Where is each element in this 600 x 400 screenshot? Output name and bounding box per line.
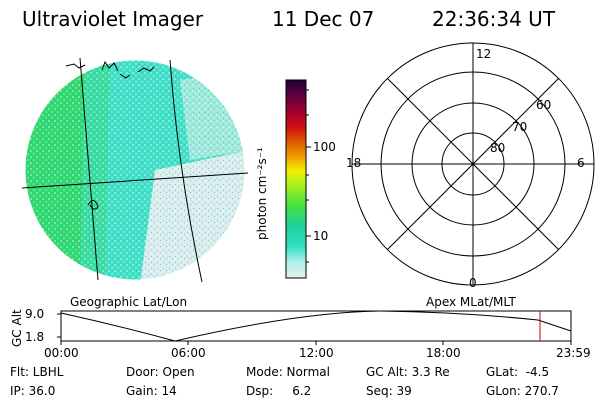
filter-info: Flt: LBHL (10, 365, 64, 379)
glon-info: GLon: 270.7 (486, 384, 559, 398)
mlt-12-label: 12 (476, 47, 492, 61)
date-label: 11 Dec 07 (272, 7, 375, 31)
colorbar-label: photon cm⁻²s⁻¹ (255, 147, 269, 240)
colorbar-tick-10-label: 10 (313, 229, 329, 243)
ip-info: IP: 36.0 (10, 384, 56, 398)
mlat-70-label: 70 (512, 120, 528, 134)
alt-x-tick-3: 18:00 (426, 346, 461, 360)
gc-alt-info: GC Alt: 3.3 Re (366, 365, 450, 379)
geo-grid (21, 57, 249, 283)
geographic-label: Geographic Lat/Lon (70, 295, 188, 309)
colorbar (285, 79, 311, 279)
alt-ylabel: GC Alt (10, 309, 24, 347)
alt-x-tick-4: 23:59 (556, 346, 591, 360)
time-label: 22:36:34 UT (432, 7, 556, 31)
mlt-0-label: 0 (469, 276, 477, 290)
app-title: Ultraviolet Imager (22, 7, 204, 31)
alt-x-tick-1: 06:00 (171, 346, 206, 360)
disk-edge (24, 59, 246, 281)
mlat-60-label: 60 (536, 98, 552, 112)
coastline (65, 60, 155, 79)
polar-plot (351, 42, 595, 286)
door-info: Door: Open (126, 365, 195, 379)
altitude-plot (57, 310, 572, 345)
uv-image (25, 60, 245, 280)
mlat-80-label: 80 (490, 141, 506, 155)
alt-x-tick-2: 12:00 (299, 346, 334, 360)
mode-info: Mode: Normal (246, 365, 330, 379)
alt-x-tick-0: 00:00 (44, 346, 79, 360)
glat-info: GLat: -4.5 (486, 365, 550, 379)
seq-info: Seq: 39 (366, 384, 412, 398)
mlt-18-label: 18 (346, 156, 362, 170)
dsp-info: Dsp: 6.2 (246, 384, 312, 398)
alt-y-bottom: 1.8 (25, 330, 45, 344)
mlt-6-label: 6 (577, 156, 585, 170)
colorbar-tick-100-label: 100 (313, 140, 336, 154)
apex-label: Apex MLat/MLT (426, 295, 516, 309)
gain-info: Gain: 14 (126, 384, 177, 398)
alt-y-top: 9.0 (25, 307, 45, 321)
